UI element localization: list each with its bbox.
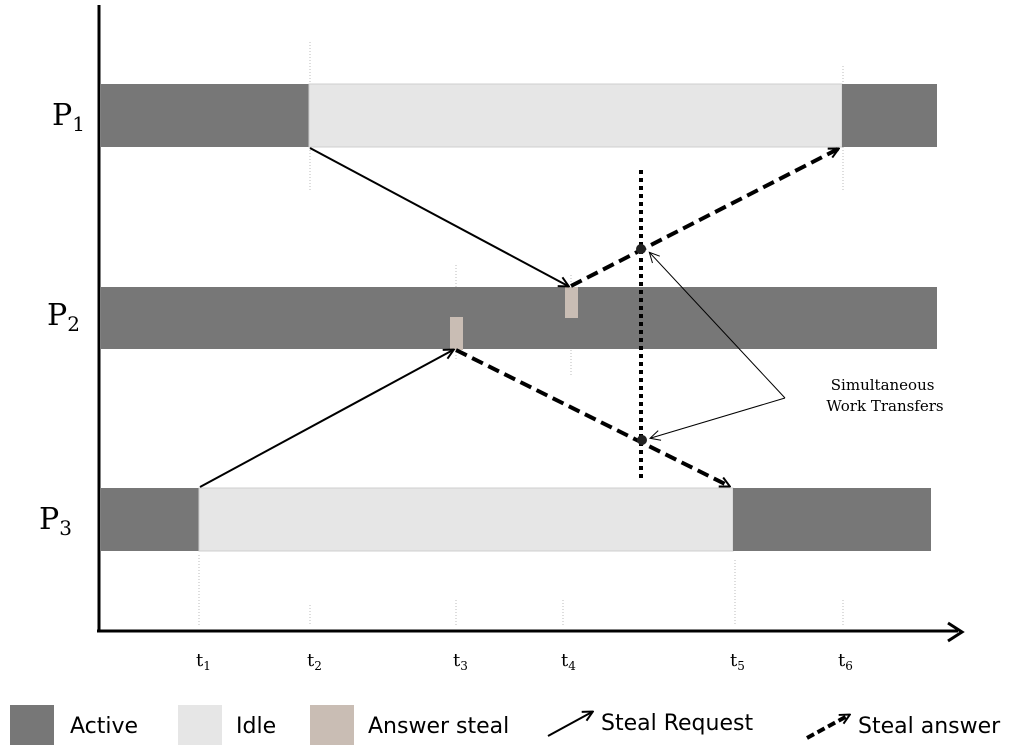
p1-active-segment-2 [842,84,937,147]
p2-active-segment [101,287,937,349]
annotation-pointer-lower [651,397,786,438]
label-p3: P3 [39,502,72,540]
label-p2: P2 [47,298,80,336]
legend-active-label: Active [70,714,138,739]
time-label-t5: t5 [730,650,745,673]
legend-answer-steal-swatch [310,705,354,745]
legend-steal-request-label: Steal Request [601,711,753,736]
legend-steal-answer-arrow [806,713,849,740]
legend-active-swatch [10,705,54,745]
legend-steal-answer-label: Steal answer [858,714,1001,739]
p1-active-segment-1 [101,84,309,147]
steal-request-p1-to-p2 [309,147,568,286]
x-axis-arrowhead [947,621,965,643]
annotation-text: Simultaneous Work Transfers [826,376,943,415]
legend-steal-request-arrow [547,712,592,737]
time-label-t3: t3 [453,650,468,673]
time-label-t4: t4 [561,650,576,673]
timeline-p3 [101,487,931,552]
axes [97,5,965,643]
steal-answer-p2-to-p3 [455,348,729,488]
time-label-t6: t6 [838,650,853,673]
legend-answer-steal-label: Answer steal [368,714,509,739]
legend-idle-label: Idle [236,714,276,739]
time-label-t1: t1 [196,650,211,673]
p3-active-segment-1 [101,488,199,551]
timeline-p1 [101,83,937,148]
steal-request-p3-to-p2 [199,350,453,488]
timeline-p2 [101,287,937,350]
p2-answer-steal-1 [450,317,463,350]
transfer-point-upper [636,244,646,254]
time-guides [198,42,844,625]
p1-idle-segment [308,83,843,148]
legend-idle-swatch [178,705,222,745]
annotation-pointer-upper [650,253,786,399]
time-label-t2: t2 [307,650,322,673]
p3-active-segment-2 [733,488,931,551]
steal-answer-p2-to-p1 [570,147,838,288]
legend: Active Idle Answer steal Steal Request S… [10,705,1001,745]
p2-answer-steal-2 [565,287,578,318]
transfer-point-lower [637,435,647,445]
p3-idle-segment [198,487,734,552]
label-p1: P1 [52,98,85,136]
